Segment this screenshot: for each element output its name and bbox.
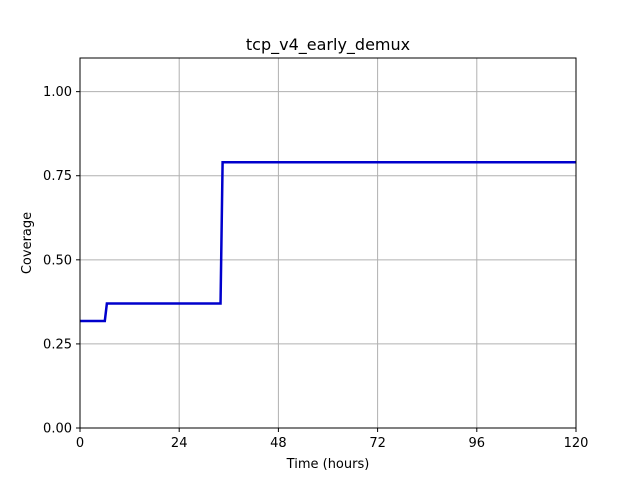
x-tick-label: 24 bbox=[171, 436, 188, 451]
x-tick-label: 72 bbox=[369, 436, 386, 451]
axis-ticks: 0 24 48 72 96 120 0.00 0.25 0.50 0.75 1.00 bbox=[43, 85, 588, 451]
series-layer bbox=[80, 161, 576, 323]
x-tick-label: 48 bbox=[270, 436, 287, 451]
y-tick-label: 0.25 bbox=[43, 337, 72, 352]
y-axis-label: Coverage bbox=[20, 212, 35, 274]
x-axis-label: Time (hours) bbox=[286, 457, 370, 472]
x-tick-label: 120 bbox=[564, 436, 589, 451]
plot-frame bbox=[79, 57, 577, 429]
x-tick-label: 0 bbox=[76, 436, 84, 451]
y-tick-label: 0.50 bbox=[43, 253, 72, 268]
y-tick-label: 0.00 bbox=[43, 422, 72, 437]
y-tick-label: 1.00 bbox=[43, 85, 72, 100]
x-tick-label: 96 bbox=[469, 436, 486, 451]
coverage-line bbox=[80, 161, 576, 323]
chart-title: tcp_v4_early_demux bbox=[246, 35, 410, 55]
y-tick-label: 0.75 bbox=[43, 169, 72, 184]
